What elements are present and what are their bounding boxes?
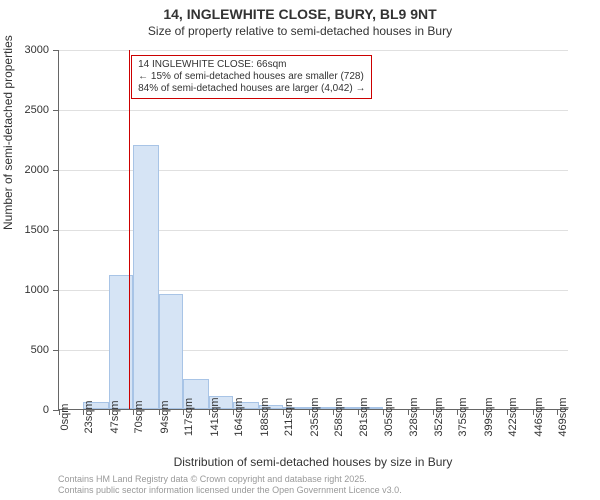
y-tick-label: 1500 [25,224,49,236]
x-tick-label: 375sqm [457,397,469,436]
y-axis-label: Number of semi-detached properties [1,35,15,230]
y-tick [53,290,59,291]
y-tick [53,230,59,231]
x-tick-label: 141sqm [209,397,221,436]
y-tick [53,350,59,351]
title-block: 14, INGLEWHITE CLOSE, BURY, BL9 9NT Size… [0,0,600,38]
x-tick-label: 0sqm [59,404,71,431]
plot-area: 0500100015002000250030000sqm23sqm47sqm70… [58,50,568,410]
y-tick [53,170,59,171]
annotation-line1: 14 INGLEWHITE CLOSE: 66sqm [138,59,365,71]
x-axis-label: Distribution of semi-detached houses by … [58,455,568,469]
x-tick-label: 94sqm [159,400,171,433]
chart-container: 14, INGLEWHITE CLOSE, BURY, BL9 9NT Size… [0,0,600,500]
y-tick-label: 500 [31,344,49,356]
annotation-box: 14 INGLEWHITE CLOSE: 66sqm ← 15% of semi… [131,55,372,99]
chart-title: 14, INGLEWHITE CLOSE, BURY, BL9 9NT [0,6,600,22]
x-tick-label: 235sqm [309,397,321,436]
y-tick [53,50,59,51]
attribution-line2: Contains public sector information licen… [58,485,402,496]
grid-line [59,110,568,111]
x-tick-label: 47sqm [109,400,121,433]
x-tick-label: 70sqm [133,400,145,433]
x-tick-label: 211sqm [283,398,295,436]
attribution-line1: Contains HM Land Registry data © Crown c… [58,474,402,485]
x-tick-label: 23sqm [83,400,95,433]
x-tick-label: 258sqm [333,397,345,436]
attribution: Contains HM Land Registry data © Crown c… [58,474,402,496]
annotation-line2: ← 15% of semi-detached houses are smalle… [138,71,365,83]
histogram-bar [133,145,159,409]
x-tick-label: 328sqm [408,397,420,436]
x-tick-label: 188sqm [259,397,271,436]
annotation-line3: 84% of semi-detached houses are larger (… [138,83,365,95]
x-tick-label: 399sqm [483,397,495,436]
x-tick-label: 164sqm [233,397,245,436]
x-tick-label: 117sqm [183,398,195,436]
chart-subtitle: Size of property relative to semi-detach… [0,24,600,38]
y-tick-label: 2500 [25,104,49,116]
x-tick-label: 446sqm [533,397,545,436]
y-tick-label: 2000 [25,164,49,176]
y-tick-label: 0 [43,404,49,416]
x-tick-label: 305sqm [383,397,395,436]
x-tick-label: 469sqm [557,397,569,436]
x-tick-label: 352sqm [433,397,445,436]
grid-line [59,50,568,51]
x-tick-label: 281sqm [358,397,370,436]
y-tick-label: 3000 [25,44,49,56]
histogram-bar [159,294,183,409]
marker-line [129,50,130,409]
x-tick-label: 422sqm [507,397,519,436]
y-tick [53,110,59,111]
y-tick-label: 1000 [25,284,49,296]
